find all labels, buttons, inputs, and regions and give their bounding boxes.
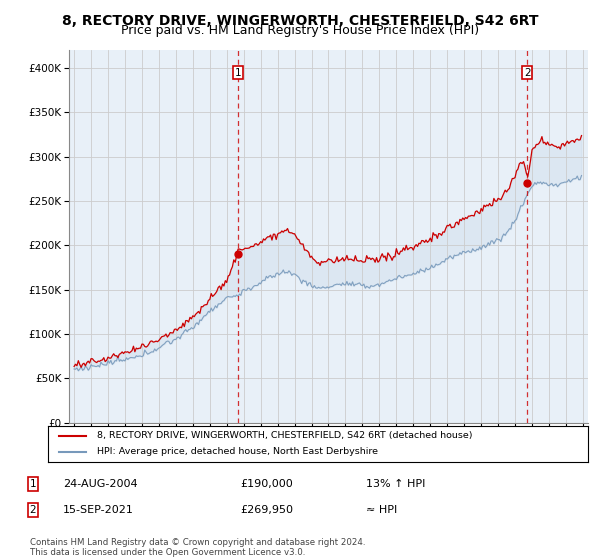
Text: Contains HM Land Registry data © Crown copyright and database right 2024.
This d: Contains HM Land Registry data © Crown c…: [30, 538, 365, 557]
Text: 8, RECTORY DRIVE, WINGERWORTH, CHESTERFIELD, S42 6RT (detached house): 8, RECTORY DRIVE, WINGERWORTH, CHESTERFI…: [97, 431, 472, 440]
Text: 8, RECTORY DRIVE, WINGERWORTH, CHESTERFIELD, S42 6RT: 8, RECTORY DRIVE, WINGERWORTH, CHESTERFI…: [62, 14, 538, 28]
Text: HPI: Average price, detached house, North East Derbyshire: HPI: Average price, detached house, Nort…: [97, 447, 377, 456]
Text: 15-SEP-2021: 15-SEP-2021: [63, 505, 134, 515]
Text: 2: 2: [29, 505, 37, 515]
Text: 2: 2: [524, 68, 530, 78]
Text: 24-AUG-2004: 24-AUG-2004: [63, 479, 137, 489]
Text: 1: 1: [29, 479, 37, 489]
Text: £190,000: £190,000: [240, 479, 293, 489]
Text: ≈ HPI: ≈ HPI: [366, 505, 397, 515]
Text: 13% ↑ HPI: 13% ↑ HPI: [366, 479, 425, 489]
Text: £269,950: £269,950: [240, 505, 293, 515]
Text: 1: 1: [235, 68, 241, 78]
Text: Price paid vs. HM Land Registry's House Price Index (HPI): Price paid vs. HM Land Registry's House …: [121, 24, 479, 36]
